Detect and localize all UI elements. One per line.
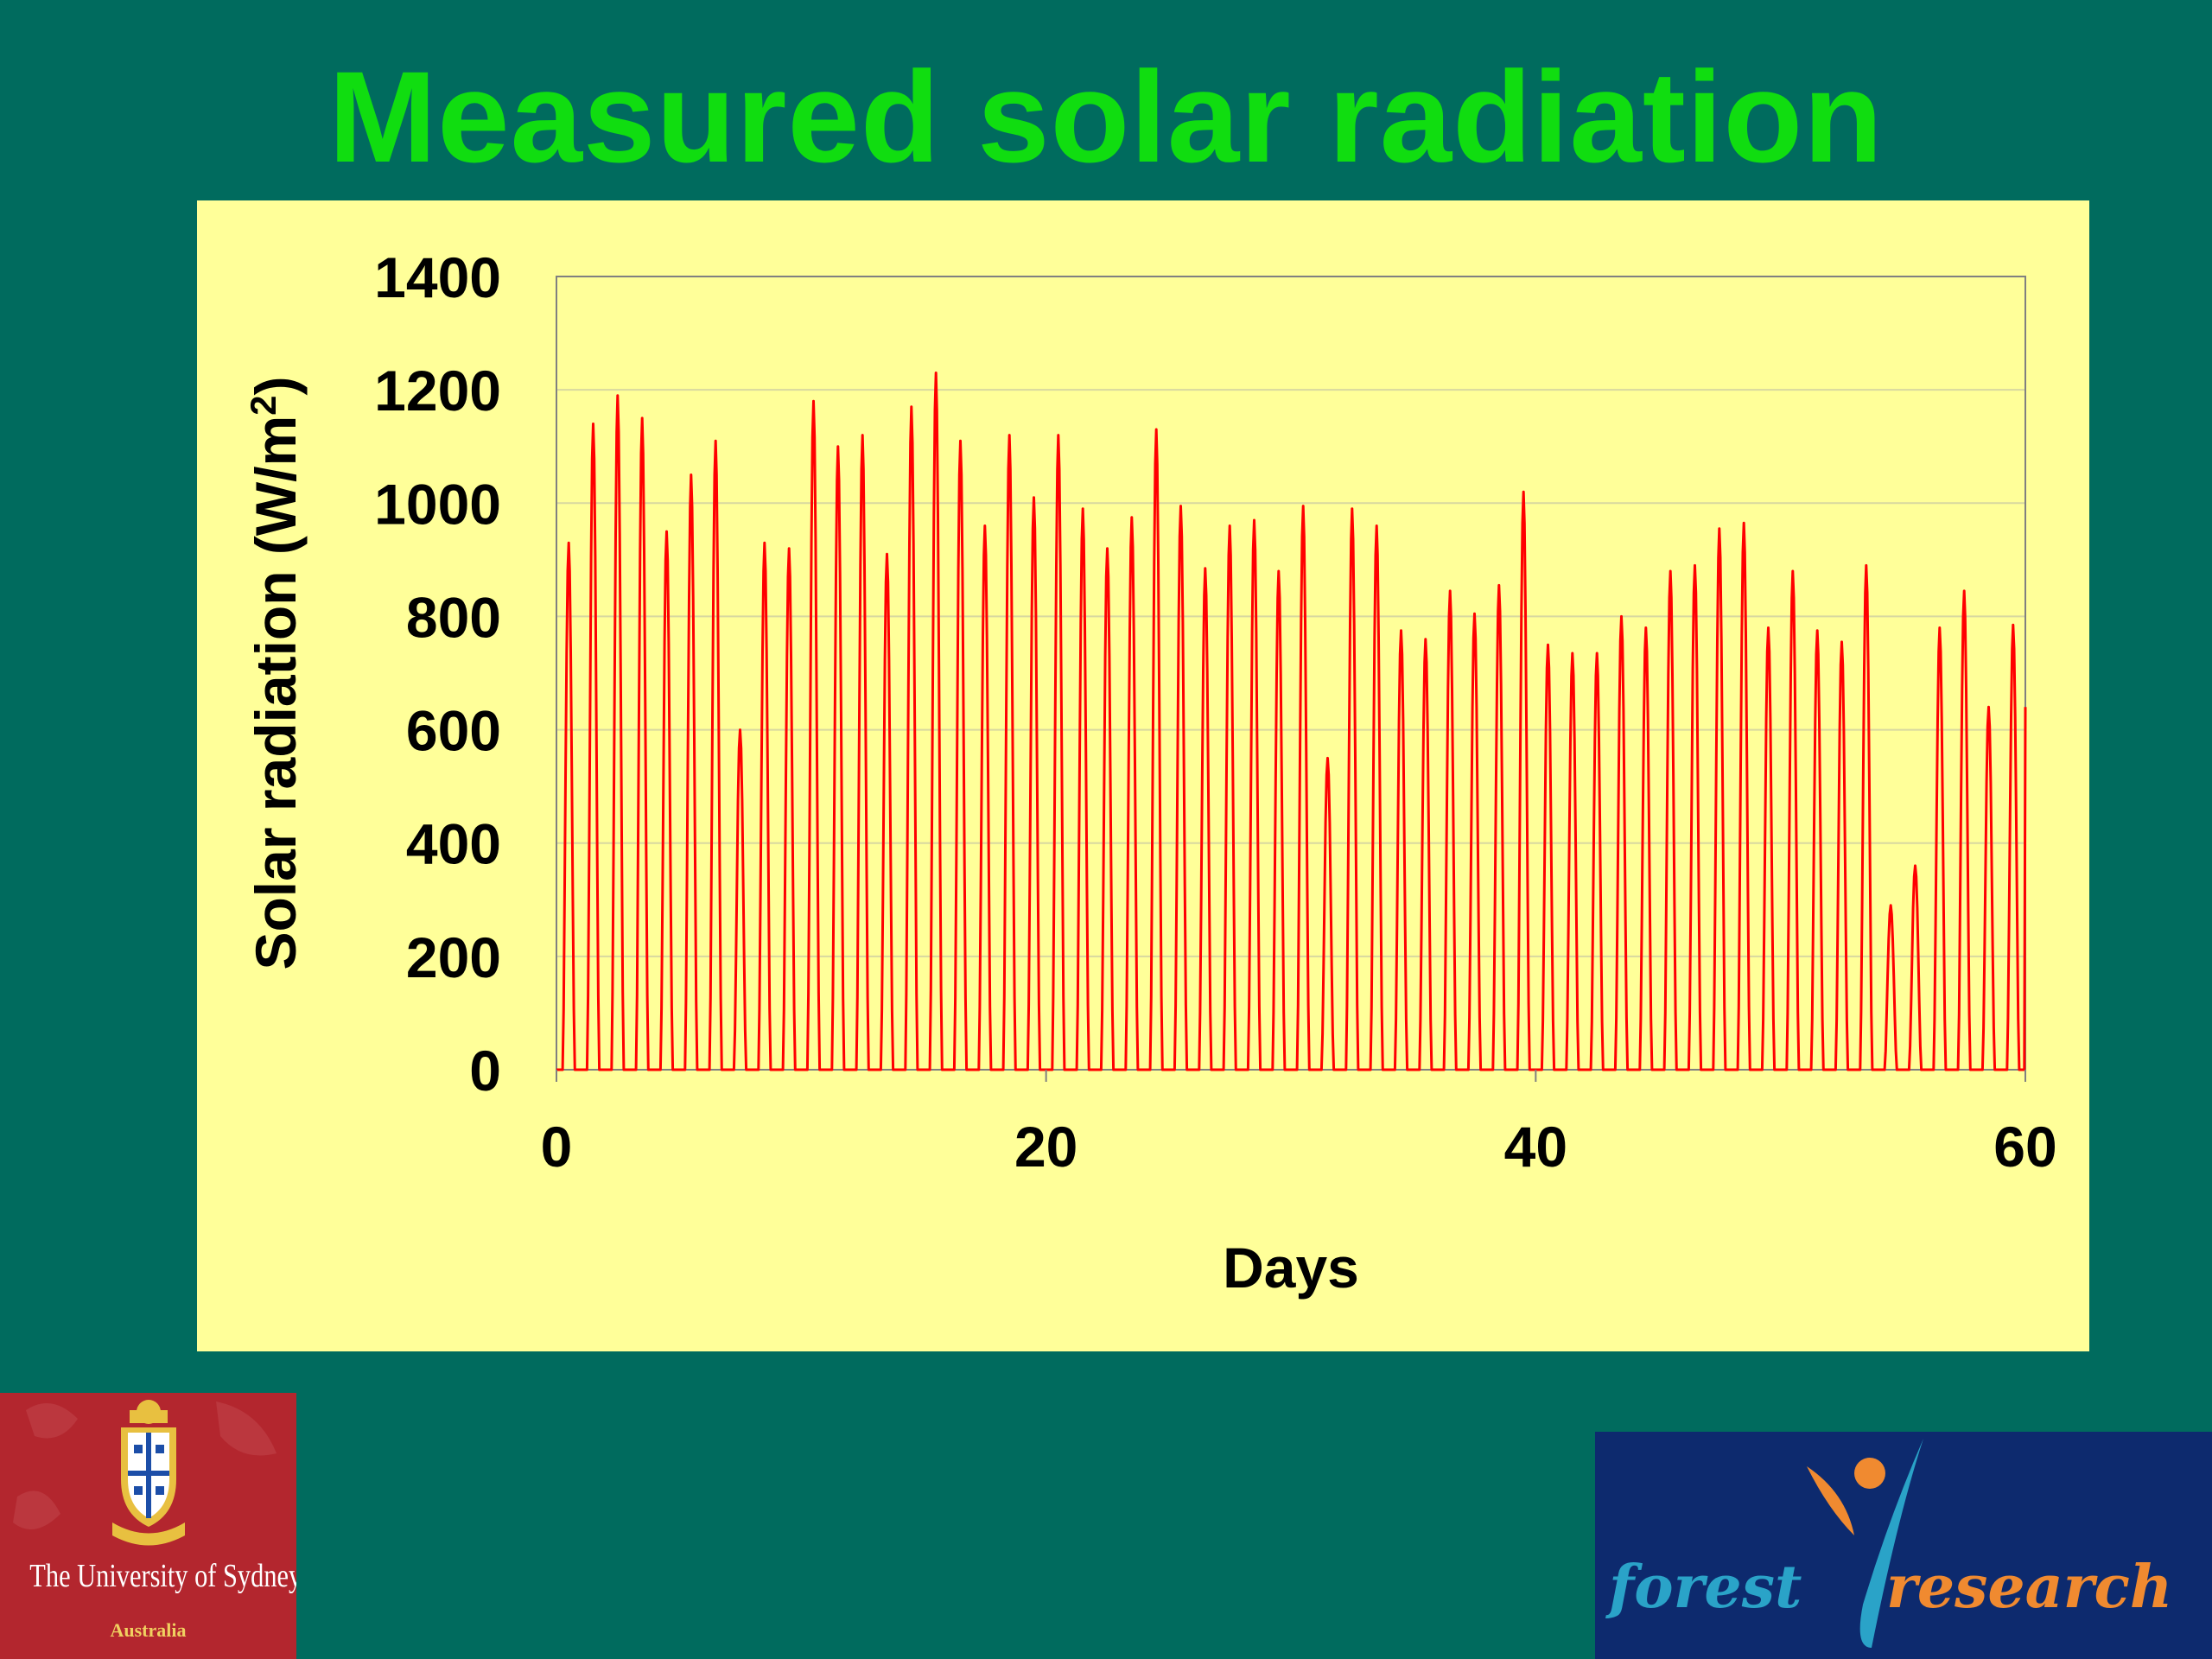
series-line-solar-radiation bbox=[556, 372, 2027, 1071]
x-tick-label: 40 bbox=[1504, 1115, 1567, 1179]
forest-research-logo: forest research bbox=[1595, 1432, 2212, 1659]
y-tick-label: 600 bbox=[406, 699, 501, 763]
x-axis-label: Days bbox=[1223, 1236, 1359, 1300]
y-tick-label: 1400 bbox=[374, 245, 501, 309]
solar-radiation-chart: 0 200 400 600 800 1000 1200 1400 0 20 40 60 Solar r… bbox=[243, 245, 2057, 1300]
slide-title: Measured solar radiation bbox=[328, 44, 1884, 189]
y-tick-label: 800 bbox=[406, 585, 501, 649]
university-of-sydney-logo: The University of Sydney Australia bbox=[0, 1393, 296, 1659]
y-tick-label: 400 bbox=[406, 812, 501, 876]
forest-word: forest bbox=[1609, 1553, 1802, 1622]
university-country: Australia bbox=[110, 1619, 187, 1641]
y-tick-label: 0 bbox=[469, 1039, 501, 1103]
research-word: research bbox=[1886, 1553, 2173, 1622]
plot-area bbox=[556, 276, 2026, 1071]
y-tick-label: 1200 bbox=[374, 359, 501, 423]
y-axis-label: Solar radiation (W/m2) bbox=[243, 376, 308, 969]
x-tick-label: 20 bbox=[1014, 1115, 1077, 1179]
y-tick-label: 200 bbox=[406, 925, 501, 989]
forest-research-figure-icon bbox=[1807, 1439, 1923, 1648]
y-tick-label: 1000 bbox=[374, 472, 501, 536]
university-name: The University of Sydney bbox=[29, 1558, 296, 1594]
y-axis-label-text: Solar radiation (W/m bbox=[244, 416, 308, 970]
x-tick-label: 0 bbox=[541, 1115, 573, 1179]
y-axis-label-close: ) bbox=[244, 376, 308, 395]
x-tick-label: 60 bbox=[1993, 1115, 2056, 1179]
y-axis-label-superscript: 2 bbox=[243, 395, 283, 415]
university-crest-icon bbox=[13, 1400, 276, 1546]
chart-panel: 0 200 400 600 800 1000 1200 1400 0 20 40 60 Solar r… bbox=[197, 200, 2089, 1351]
